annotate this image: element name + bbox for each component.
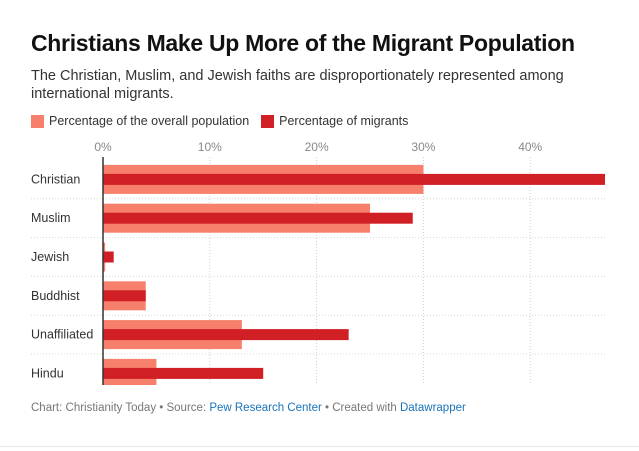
bar-migrants (103, 367, 264, 379)
legend-label-migrants: Percentage of migrants (279, 114, 409, 128)
x-tick-label: 40% (518, 140, 542, 154)
legend-item-migrants: Percentage of migrants (261, 114, 408, 128)
category-label: Jewish (31, 250, 69, 264)
bar-migrants (103, 251, 114, 263)
chart-title: Christians Make Up More of the Migrant P… (31, 30, 575, 56)
legend-label-overall: Percentage of the overall population (49, 114, 250, 128)
category-label: Buddhist (31, 289, 80, 303)
category-label: Hindu (31, 366, 64, 380)
source-link[interactable]: Pew Research Center (209, 402, 322, 414)
x-tick-label: 10% (198, 140, 222, 154)
chart-footer: Chart: Christianity Today • Source: Pew … (31, 402, 466, 414)
bottom-divider (0, 446, 639, 447)
category-label: Muslim (31, 211, 71, 225)
footer-created: • Created with (321, 402, 400, 414)
x-tick-label: 0% (94, 140, 112, 154)
bar-migrants (103, 173, 605, 185)
bar-migrants (103, 290, 146, 302)
legend-swatch-migrants (261, 114, 275, 128)
bar-migrants (103, 329, 349, 341)
legend-swatch-overall (31, 114, 44, 128)
category-label: Christian (31, 172, 80, 186)
x-tick-label: 30% (411, 140, 435, 154)
chart-legend: Percentage of the overall population Per… (31, 114, 420, 128)
chart-subtitle: The Christian, Muslim, and Jewish faiths… (31, 68, 564, 102)
datawrapper-link[interactable]: Datawrapper (399, 402, 466, 414)
category-label: Unaffiliated (31, 328, 93, 342)
bar-chart: 0% 10% 20% 30% 40% Christian Muslim Jewish Buddh… (31, 140, 605, 385)
footer-credit: Chart: Christianity Today • Source: (31, 402, 210, 414)
legend-item-overall: Percentage of the overall population (31, 114, 249, 128)
bar-migrants (103, 212, 413, 224)
x-tick-label: 20% (305, 140, 329, 154)
